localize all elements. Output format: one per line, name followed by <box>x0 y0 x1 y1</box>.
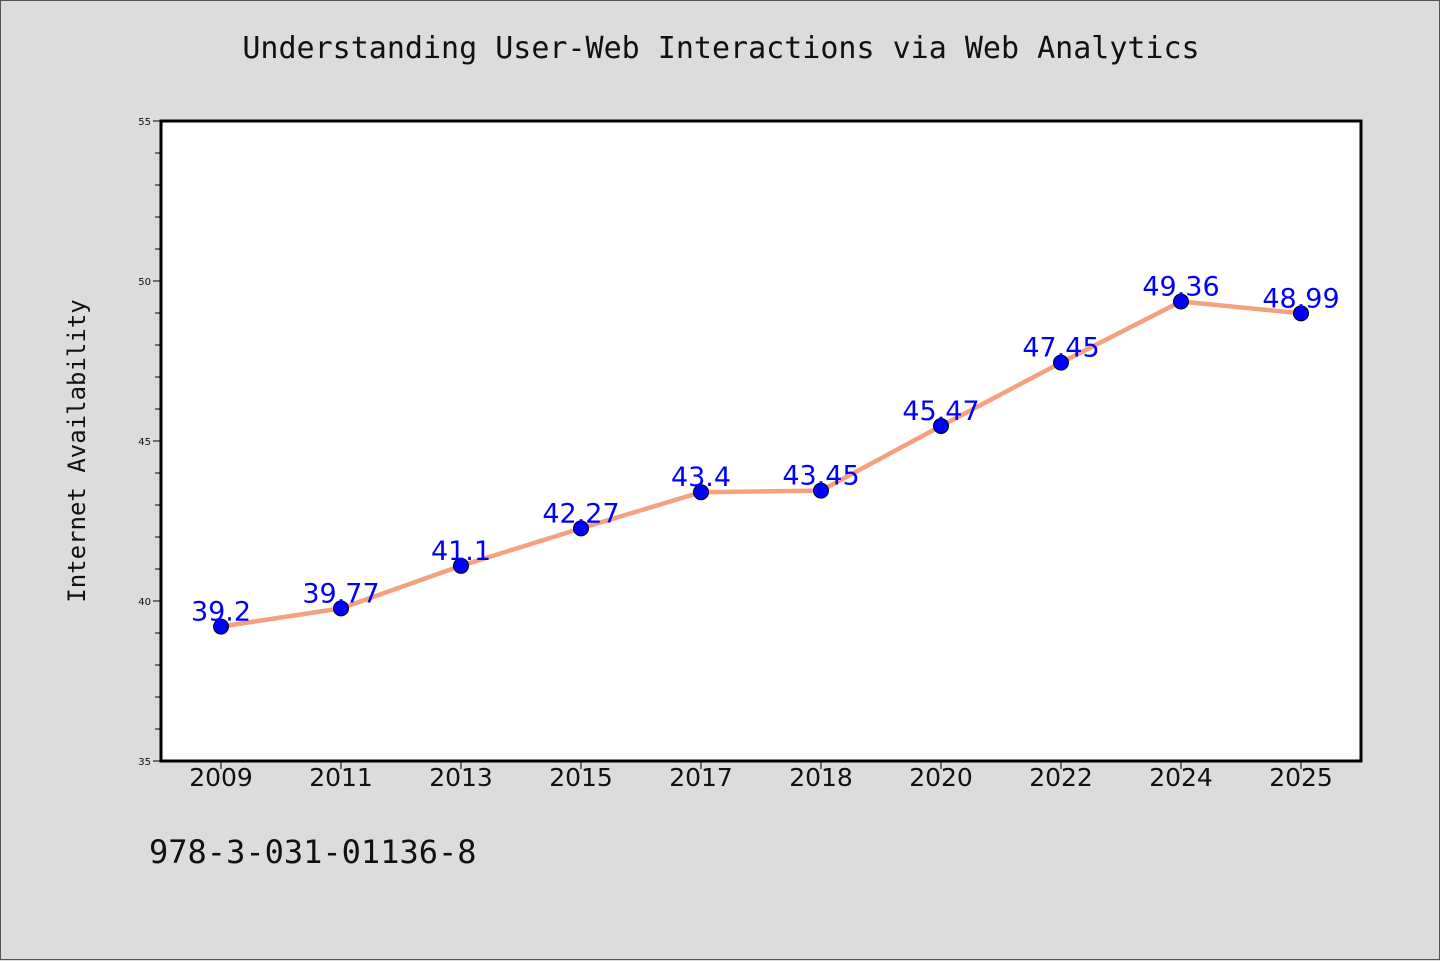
data-label: 48.99 <box>1262 283 1339 314</box>
data-label: 42.27 <box>542 498 619 529</box>
data-point <box>453 557 469 574</box>
data-point <box>933 417 949 434</box>
data-point <box>1293 305 1309 322</box>
x-tick-label: 2025 <box>1269 763 1333 792</box>
x-tick-label: 2024 <box>1149 763 1213 792</box>
y-tick-label: 55 <box>138 117 151 128</box>
y-tick-label: 40 <box>138 597 151 608</box>
data-label: 41.1 <box>431 536 491 567</box>
x-tick-label: 2013 <box>429 763 493 792</box>
data-label: 39.2 <box>191 597 251 628</box>
x-tick-label: 2020 <box>909 763 973 792</box>
data-label: 47.45 <box>1022 333 1099 364</box>
y-tick-label: 50 <box>138 277 151 288</box>
data-label: 49.36 <box>1142 271 1219 302</box>
plot-frame <box>159 119 1363 763</box>
x-tick-label: 2015 <box>549 763 613 792</box>
y-tick-label: 45 <box>138 437 151 448</box>
data-point <box>573 520 589 537</box>
data-point <box>693 484 709 501</box>
isbn-annotation: 978-3-031-01136-8 <box>149 833 477 871</box>
data-point <box>213 618 229 635</box>
data-point <box>1173 293 1189 310</box>
x-tick-label: 2009 <box>189 763 253 792</box>
y-tick-label: 35 <box>138 757 151 768</box>
x-tick-label: 2018 <box>789 763 853 792</box>
chart-title: Understanding User-Web Interactions via … <box>242 31 1200 66</box>
data-label: 43.4 <box>671 462 731 493</box>
data-point <box>333 600 349 617</box>
data-label: 45.47 <box>902 396 979 427</box>
data-label: 39.77 <box>302 578 379 609</box>
x-tick-label: 2017 <box>669 763 733 792</box>
series-line <box>218 299 1304 629</box>
x-tick-label: 2022 <box>1029 763 1093 792</box>
x-tick-label: 2011 <box>309 763 373 792</box>
data-point <box>1053 354 1069 371</box>
data-point <box>813 482 829 499</box>
data-label: 43.45 <box>782 461 859 492</box>
